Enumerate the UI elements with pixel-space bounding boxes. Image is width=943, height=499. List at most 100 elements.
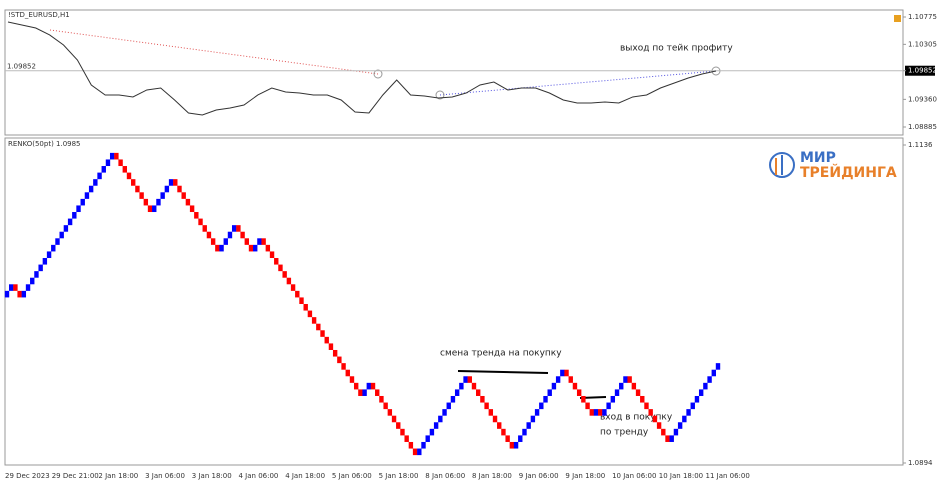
renko-brick	[362, 389, 367, 396]
renko-brick	[375, 389, 380, 396]
x-tick-label: 9 Jan 18:00	[565, 472, 605, 480]
renko-brick	[324, 336, 329, 344]
renko-brick	[320, 330, 325, 337]
renko-brick	[707, 376, 712, 383]
renko-brick	[131, 179, 136, 186]
renko-brick	[665, 435, 670, 442]
renko-brick	[379, 395, 384, 403]
price-line-series	[7, 21, 717, 116]
logo-text: ТРЕЙДИНГА	[800, 164, 897, 181]
renko-brick	[231, 225, 237, 232]
renko-brick	[46, 251, 52, 259]
renko-brick	[328, 343, 334, 350]
renko-brick	[223, 238, 228, 245]
annotation: выход по тейк профиту	[620, 44, 733, 54]
renko-brick	[526, 422, 531, 429]
annotation: смена тренда на покупку	[440, 349, 562, 359]
renko-brick	[307, 310, 313, 318]
renko-brick	[593, 409, 599, 416]
renko-brick	[534, 409, 540, 416]
renko-brick	[698, 389, 704, 396]
y-tick-label: 1.10305	[908, 40, 937, 48]
renko-brick	[631, 382, 637, 390]
renko-brick	[387, 409, 393, 416]
x-tick-label: 4 Jan 18:00	[285, 472, 325, 480]
renko-brick	[644, 402, 649, 410]
renko-brick	[433, 422, 439, 429]
y-tick-label: 1.08885	[908, 123, 937, 131]
renko-brick	[404, 435, 409, 442]
renko-brick	[446, 402, 451, 410]
renko-brick	[459, 382, 464, 390]
renko-brick	[547, 389, 552, 396]
renko-brick	[152, 205, 157, 213]
renko-brick	[109, 152, 115, 160]
renko-brick	[282, 271, 287, 278]
logo-text: МИР	[800, 150, 836, 166]
renko-brick	[63, 225, 69, 232]
renko-brick	[598, 409, 603, 416]
renko-brick	[429, 428, 435, 436]
renko-brick	[105, 159, 111, 167]
renko-brick	[34, 271, 39, 278]
renko-brick	[383, 402, 388, 410]
renko-brick	[492, 415, 498, 423]
logo: МИР ТРЕЙДИНГА	[769, 150, 897, 181]
renko-brick	[147, 205, 153, 213]
x-tick-label: 5 Jan 18:00	[379, 472, 419, 480]
x-tick-label: 10 Jan 18:00	[659, 472, 703, 480]
renko-panel	[4, 137, 904, 466]
x-tick-label: 29 Dec 2023	[5, 472, 50, 480]
renko-brick	[412, 448, 418, 456]
renko-brick	[135, 185, 140, 193]
renko-brick	[244, 238, 250, 245]
renko-brick	[480, 395, 485, 403]
renko-brick	[572, 382, 578, 390]
renko-brick	[694, 395, 700, 403]
renko-brick	[55, 238, 60, 245]
renko-brick	[471, 382, 477, 390]
renko-brick	[513, 441, 519, 449]
renko-brick	[156, 198, 161, 206]
logo-icon	[769, 152, 795, 178]
renko-brick	[215, 244, 220, 252]
x-tick-label: 3 Jan 18:00	[192, 472, 232, 480]
renko-brick	[425, 435, 430, 442]
renko-title: RENKO(50pt) 1.0985	[8, 140, 81, 148]
renko-brick	[76, 205, 81, 213]
y-tick-label: 1.10775	[908, 13, 937, 21]
renko-brick	[177, 185, 182, 193]
renko-brick	[509, 441, 515, 449]
renko-brick	[72, 212, 77, 219]
renko-brick	[627, 376, 632, 383]
renko-brick	[417, 448, 422, 456]
renko-brick	[703, 382, 708, 390]
renko-brick	[88, 185, 94, 193]
renko-brick	[59, 231, 64, 239]
renko-brick	[606, 402, 611, 410]
annotation: вход в покупку	[600, 413, 673, 423]
renko-brick	[236, 225, 241, 232]
renko-brick	[206, 231, 212, 239]
renko-brick	[349, 376, 355, 383]
renko-brick	[614, 389, 620, 396]
renko-brick	[648, 409, 653, 416]
renko-brick	[581, 395, 586, 403]
renko-brick	[253, 244, 258, 252]
renko-brick	[126, 172, 132, 180]
renko-brick	[13, 284, 18, 291]
renko-brick	[139, 192, 144, 199]
renko-brick	[290, 284, 296, 291]
x-tick-label: 2 Jan 18:00	[98, 472, 138, 480]
x-tick-label: 4 Jan 06:00	[239, 472, 279, 480]
renko-brick	[286, 277, 292, 285]
renko-brick	[248, 244, 254, 252]
price-title: !STD_EURUSD,H1	[8, 11, 70, 19]
renko-brick	[278, 264, 283, 272]
renko-brick	[164, 185, 170, 193]
renko-brick	[101, 166, 106, 173]
renko-brick	[391, 415, 397, 423]
renko-brick	[497, 422, 502, 429]
renko-brick	[274, 258, 279, 265]
